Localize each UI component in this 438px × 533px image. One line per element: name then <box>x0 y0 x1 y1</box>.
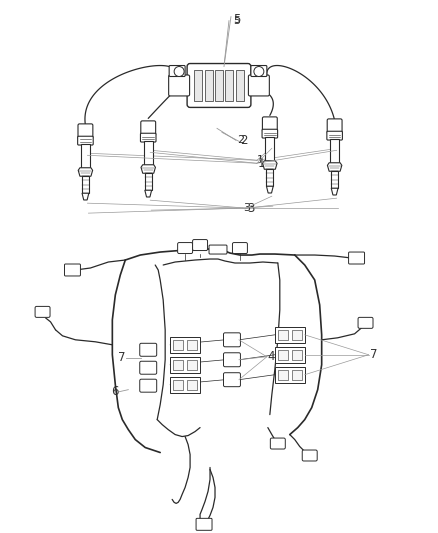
Polygon shape <box>145 190 152 197</box>
Text: 3: 3 <box>243 203 250 213</box>
Polygon shape <box>141 165 155 173</box>
Text: 7: 7 <box>370 348 377 361</box>
Text: 4: 4 <box>268 350 276 364</box>
FancyBboxPatch shape <box>178 243 193 254</box>
Text: 5: 5 <box>233 15 240 26</box>
FancyBboxPatch shape <box>140 379 157 392</box>
Bar <box>187 360 197 370</box>
FancyBboxPatch shape <box>349 252 364 264</box>
Bar <box>275 367 305 383</box>
FancyBboxPatch shape <box>187 63 251 108</box>
Bar <box>278 330 288 340</box>
FancyBboxPatch shape <box>141 133 156 142</box>
Bar <box>170 377 200 393</box>
Polygon shape <box>266 186 273 193</box>
Bar <box>82 176 89 193</box>
Bar <box>292 350 302 360</box>
Polygon shape <box>263 161 277 169</box>
Bar <box>187 379 197 390</box>
Circle shape <box>254 67 264 77</box>
FancyBboxPatch shape <box>193 239 208 251</box>
FancyBboxPatch shape <box>78 136 93 145</box>
FancyBboxPatch shape <box>302 450 317 461</box>
FancyBboxPatch shape <box>209 245 227 254</box>
FancyBboxPatch shape <box>169 66 185 77</box>
FancyBboxPatch shape <box>196 518 212 530</box>
Text: 3: 3 <box>247 201 254 215</box>
Polygon shape <box>331 188 338 195</box>
Bar <box>266 169 273 186</box>
FancyBboxPatch shape <box>78 124 93 139</box>
Bar <box>81 144 90 168</box>
Polygon shape <box>78 168 92 176</box>
Text: 2: 2 <box>240 134 247 147</box>
Bar <box>275 347 305 363</box>
FancyBboxPatch shape <box>169 75 190 96</box>
FancyBboxPatch shape <box>358 317 373 328</box>
Bar <box>330 139 339 163</box>
FancyBboxPatch shape <box>251 66 267 77</box>
Bar <box>173 340 183 350</box>
FancyBboxPatch shape <box>223 333 240 347</box>
Bar <box>226 69 233 101</box>
Bar <box>173 379 183 390</box>
Bar <box>170 357 200 373</box>
FancyBboxPatch shape <box>262 117 277 132</box>
Polygon shape <box>82 193 89 200</box>
Bar <box>236 69 244 101</box>
Text: 1: 1 <box>257 155 264 165</box>
Bar <box>215 69 223 101</box>
Text: 2: 2 <box>237 135 244 146</box>
FancyBboxPatch shape <box>140 361 157 374</box>
Circle shape <box>174 67 184 77</box>
Text: 7: 7 <box>118 351 125 364</box>
Text: 5: 5 <box>233 13 240 26</box>
Bar <box>278 370 288 379</box>
Bar <box>194 69 202 101</box>
FancyBboxPatch shape <box>223 353 240 367</box>
Bar <box>265 137 275 161</box>
Polygon shape <box>328 163 342 171</box>
FancyBboxPatch shape <box>140 343 157 356</box>
FancyBboxPatch shape <box>35 306 50 317</box>
FancyBboxPatch shape <box>327 119 342 134</box>
FancyBboxPatch shape <box>64 264 81 276</box>
FancyBboxPatch shape <box>270 438 285 449</box>
Bar <box>278 350 288 360</box>
Bar <box>145 173 152 190</box>
Bar <box>187 340 197 350</box>
Text: 1: 1 <box>258 157 265 170</box>
Bar <box>331 171 338 188</box>
Bar <box>292 370 302 379</box>
FancyBboxPatch shape <box>141 121 155 136</box>
Bar <box>205 69 212 101</box>
FancyBboxPatch shape <box>233 243 247 254</box>
Bar <box>292 330 302 340</box>
Text: 6: 6 <box>111 385 118 398</box>
Bar <box>144 141 153 165</box>
FancyBboxPatch shape <box>262 130 278 138</box>
FancyBboxPatch shape <box>248 75 269 96</box>
Bar <box>170 337 200 353</box>
FancyBboxPatch shape <box>223 373 240 386</box>
Bar <box>275 327 305 343</box>
FancyBboxPatch shape <box>327 131 343 140</box>
Bar <box>173 360 183 370</box>
